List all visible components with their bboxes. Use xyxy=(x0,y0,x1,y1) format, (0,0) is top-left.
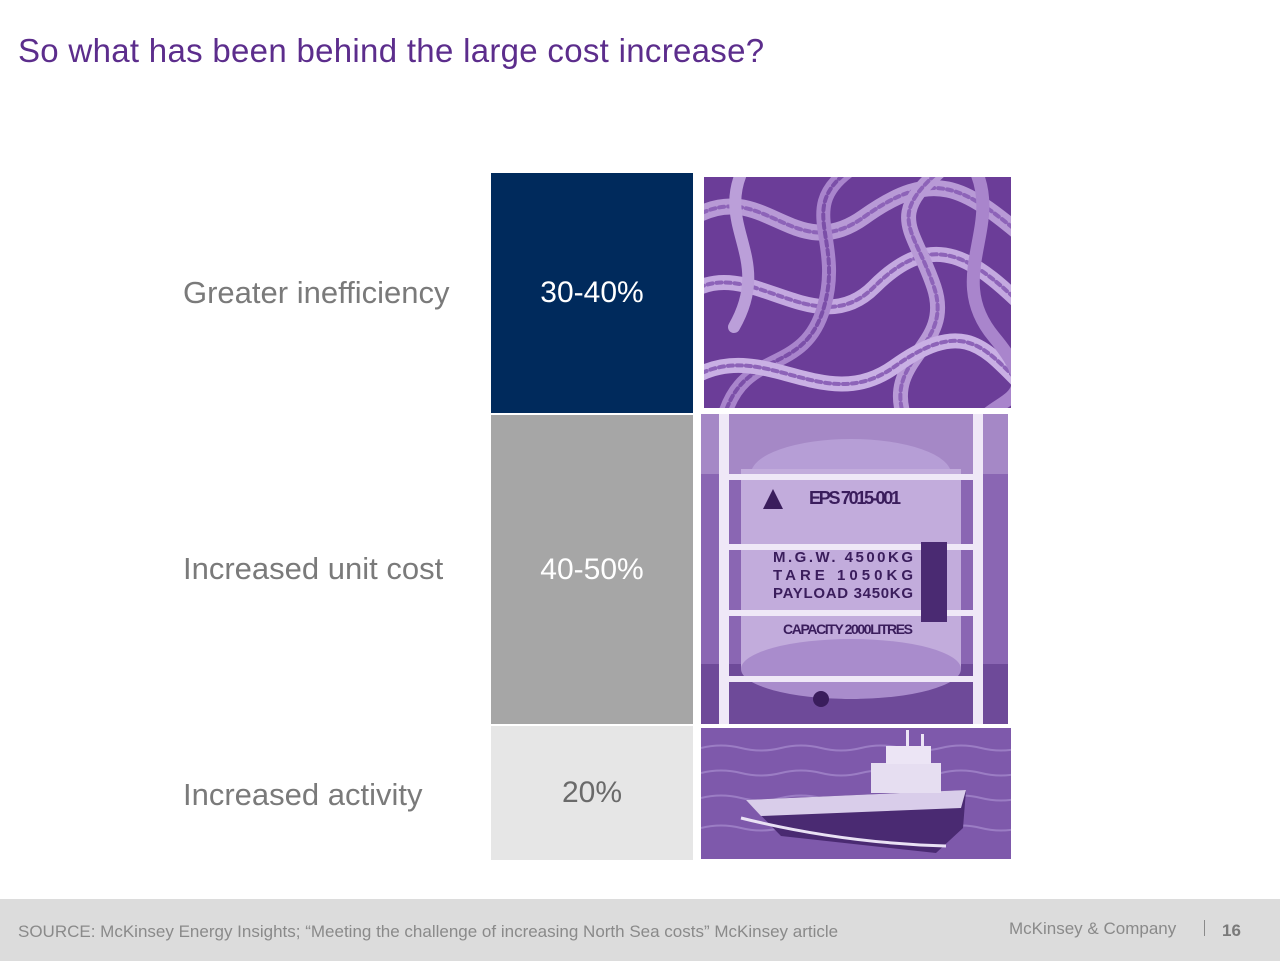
footer-divider xyxy=(1204,920,1205,936)
footer-bar xyxy=(0,899,1280,961)
tangled-ropes-photo xyxy=(704,177,1011,408)
value-block-activity: 20% xyxy=(491,726,693,860)
slide-title: So what has been behind the large cost i… xyxy=(18,32,765,69)
supply-vessel-photo xyxy=(701,728,1011,859)
company-name: McKinsey & Company xyxy=(1009,919,1177,938)
page-number: 16 xyxy=(1222,921,1241,940)
tank-tare-text: TARE 1050KG xyxy=(773,567,913,584)
tank-id-text: EPS 7015-001 xyxy=(809,488,901,508)
tank-container-photo: EPS 7015-001 M.G.W. 4500KG TARE 1050KG P… xyxy=(701,414,1008,724)
value-block-unit-cost: 40-50% xyxy=(491,415,693,724)
value-block-inefficiency: 30-40% xyxy=(491,173,693,413)
row-label-unit-cost: Increased unit cost xyxy=(183,551,444,586)
row-label-inefficiency: Greater inefficiency xyxy=(183,275,450,310)
value-activity: 20% xyxy=(561,776,623,809)
row-label-activity: Increased activity xyxy=(183,777,423,812)
source-note: SOURCE: McKinsey Energy Insights; “Meeti… xyxy=(18,922,839,941)
tank-capacity-text: CAPACITY 2000LITRES xyxy=(783,621,913,637)
tank-payload-text: PAYLOAD 3450KG xyxy=(773,585,913,602)
value-inefficiency: 30-40% xyxy=(540,276,644,309)
value-unit-cost: 40-50% xyxy=(540,552,644,586)
